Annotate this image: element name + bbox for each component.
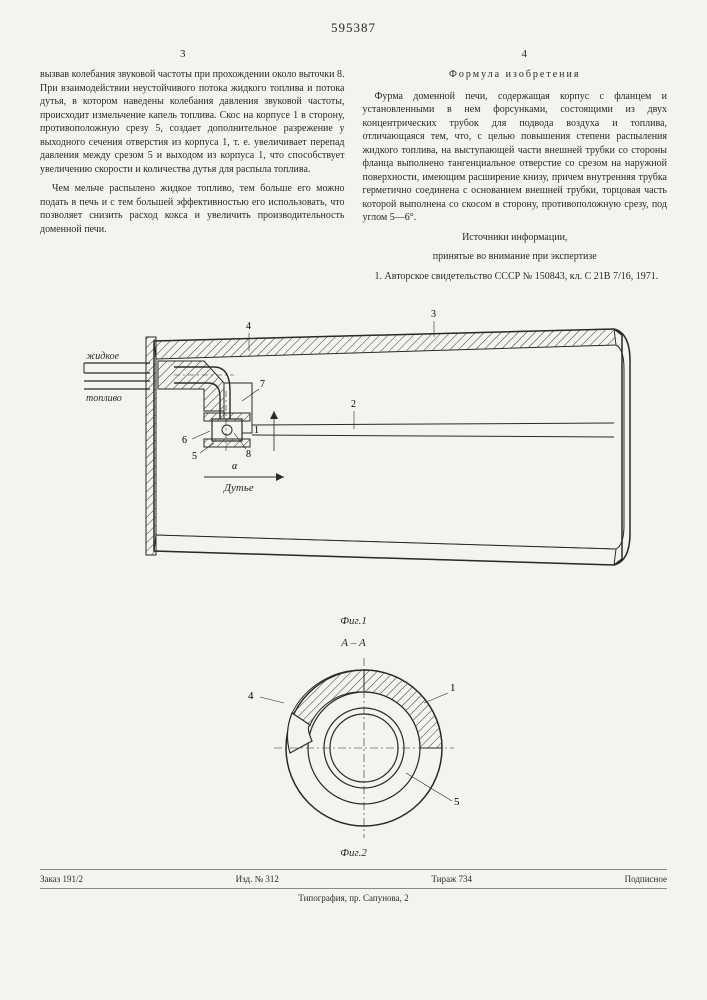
figure-1-label: Фиг.1: [40, 615, 667, 627]
callout-4: 4: [246, 321, 251, 332]
liquid-label: жидкое: [86, 351, 120, 362]
figure-2-label: Фиг.2: [40, 847, 667, 859]
footer-sub: Подписное: [625, 874, 667, 884]
callout-2: 2: [351, 399, 356, 410]
figure-2: 4 1 5: [234, 653, 474, 843]
page-left: 3: [180, 48, 186, 60]
left-para-1: вызвав колебания звуковой частоты при пр…: [40, 68, 345, 176]
callout-8: 8: [246, 449, 251, 460]
text-columns: вызвав колебания звуковой частоты при пр…: [40, 68, 667, 289]
callout2-4: 4: [248, 690, 254, 702]
footer-typo: Типография, пр. Сапунова, 2: [40, 893, 667, 903]
callout-7: 7: [260, 379, 265, 390]
figure-1: Дутье жидкое топливо 4 3 7 1 2 6 5 8 α: [74, 301, 634, 611]
right-para-1: Фурма доменной печи, содержащая корпус с…: [363, 90, 668, 225]
callout-5: 5: [192, 451, 197, 462]
sources-sub: принятые во внимание при экспертизе: [363, 250, 668, 264]
source-1: 1. Авторское свидетельство СССР № 150843…: [363, 270, 668, 284]
fuel-label: топливо: [86, 393, 122, 404]
left-column: вызвав колебания звуковой частоты при пр…: [40, 68, 345, 289]
figures-area: Дутье жидкое топливо 4 3 7 1 2 6 5 8 α Ф…: [40, 301, 667, 859]
formula-title: Формула изобретения: [363, 68, 668, 82]
air-label: Дутье: [223, 482, 254, 494]
callout-1: 1: [254, 425, 259, 436]
footer-row: Заказ 191/2 Изд. № 312 Тираж 734 Подписн…: [40, 869, 667, 889]
page-numbers: 3 4: [40, 48, 667, 60]
footer-tirage: Тираж 734: [431, 874, 472, 884]
nozzle-assembly: [158, 361, 614, 451]
footer-order: Заказ 191/2: [40, 874, 83, 884]
document-number: 595387: [40, 20, 667, 36]
sources-title: Источники информации,: [363, 231, 668, 245]
left-para-2: Чем мельче распылено жидкое топливо, тем…: [40, 182, 345, 236]
callout-6: 6: [182, 435, 187, 446]
callout-3: 3: [431, 309, 436, 320]
angle-label: α: [232, 461, 238, 472]
callout2-1: 1: [450, 682, 456, 694]
section-label: А – А: [40, 637, 667, 649]
callout2-5: 5: [454, 796, 460, 808]
page-right: 4: [522, 48, 528, 60]
footer-izd: Изд. № 312: [236, 874, 279, 884]
right-column: Формула изобретения Фурма доменной печи,…: [363, 68, 668, 289]
